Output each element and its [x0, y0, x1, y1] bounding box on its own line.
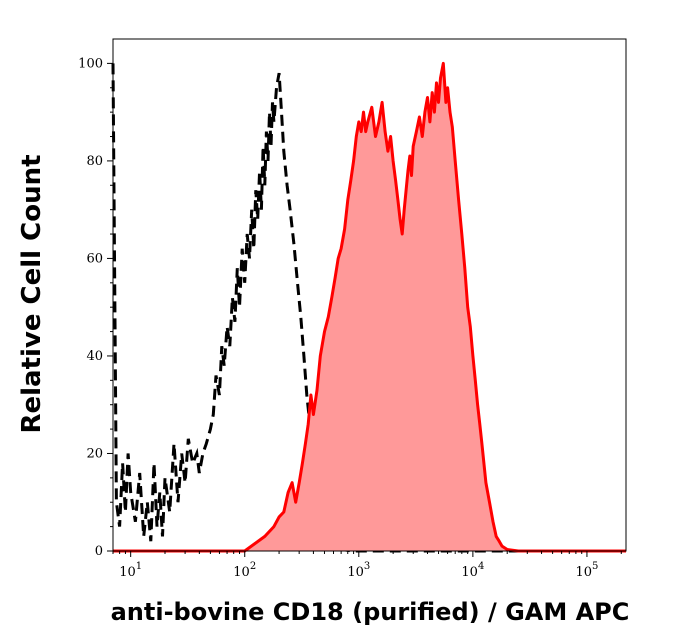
- plot-frame: [112, 38, 627, 552]
- x-axis: 101 102 103 104 105: [112, 551, 622, 580]
- y-tick-label: 20: [86, 446, 103, 461]
- y-axis: 0 20 40 60 80 100: [78, 56, 113, 559]
- series-layer: [111, 61, 626, 553]
- y-tick-label: 60: [86, 251, 103, 266]
- y-tick-label: 40: [86, 349, 103, 364]
- x-tick-label: 104: [461, 561, 484, 580]
- y-axis-title: Relative Cell Count: [17, 154, 47, 433]
- x-tick-label: 102: [233, 561, 256, 580]
- x-tick-label: 105: [575, 561, 598, 580]
- y-tick-label: 100: [78, 56, 103, 71]
- y-tick-label: 80: [86, 154, 103, 169]
- x-tick-label: 103: [347, 561, 370, 580]
- x-axis-title: anti-bovine CD18 (purified) / GAM APC: [111, 598, 630, 626]
- x-tick-label: 101: [119, 561, 142, 580]
- series-1-line: [113, 61, 626, 553]
- series-1-fill: [113, 63, 626, 552]
- y-tick-label: 0: [95, 544, 103, 559]
